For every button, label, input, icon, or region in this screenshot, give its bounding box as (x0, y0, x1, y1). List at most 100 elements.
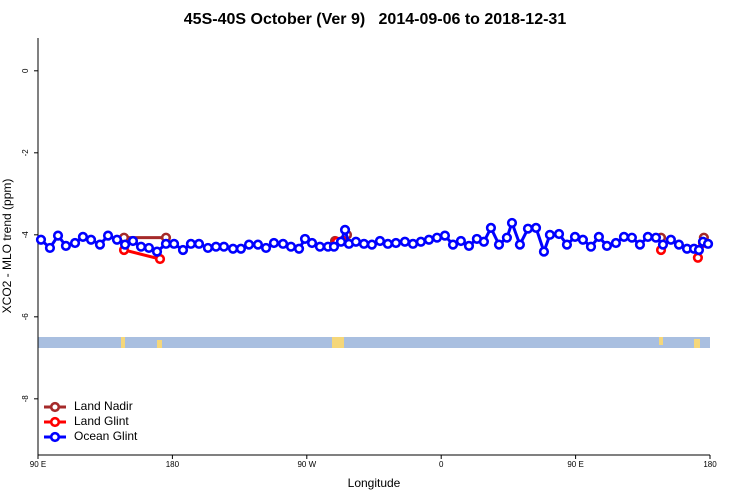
point (431, 232, 443, 243)
point (210, 241, 222, 252)
point (478, 236, 490, 247)
legend-marker (49, 416, 61, 428)
map-strip (38, 337, 710, 348)
point (390, 237, 402, 249)
point (374, 235, 386, 247)
point (94, 239, 106, 250)
x-tick-label: 90 E (30, 460, 46, 469)
point (277, 238, 289, 249)
point (350, 236, 362, 247)
point (35, 234, 47, 245)
point (538, 246, 550, 257)
x-tick-label: 0 (439, 460, 444, 469)
point (185, 238, 197, 249)
point (634, 239, 646, 250)
point (692, 252, 704, 263)
x-tick-label: 90 W (297, 460, 316, 469)
point (702, 238, 714, 249)
point (252, 239, 264, 250)
point (85, 234, 97, 245)
point (463, 240, 475, 251)
chart-title: 45S-40S October (Ver 9) 2014-09-06 to 20… (184, 11, 567, 28)
point (506, 217, 518, 229)
point (407, 238, 419, 249)
point (143, 242, 155, 254)
point (44, 242, 56, 254)
point (447, 239, 459, 250)
legend-label: Land Glint (74, 414, 129, 428)
point (135, 241, 147, 252)
point (493, 239, 505, 250)
y-tick-label: -2 (21, 149, 30, 157)
legend-label: Land Nadir (74, 399, 133, 413)
point (561, 239, 573, 250)
point (665, 234, 676, 245)
point (577, 234, 589, 245)
point (151, 246, 163, 257)
point (626, 232, 637, 243)
point (618, 231, 630, 242)
y-tick-label: -4 (21, 231, 30, 239)
y-tick-label: -8 (21, 395, 30, 403)
point (693, 244, 705, 256)
point (455, 235, 467, 247)
point (601, 240, 613, 251)
point (610, 237, 622, 249)
point (60, 240, 72, 251)
point (650, 232, 662, 243)
x-tick-label: 180 (166, 460, 180, 469)
point (642, 231, 653, 242)
point (382, 238, 393, 249)
point (514, 239, 525, 250)
point (593, 231, 604, 242)
point (119, 239, 131, 250)
point (285, 241, 297, 252)
y-axis-label: XCO2 - MLO trend (ppm) (0, 179, 14, 314)
point (227, 243, 239, 254)
point (501, 232, 513, 243)
point (260, 242, 272, 254)
x-tick-label: 180 (703, 460, 717, 469)
legend-marker (49, 401, 61, 413)
y-tick-label: -6 (21, 313, 30, 321)
point (168, 238, 180, 249)
point (202, 242, 214, 254)
point (293, 243, 305, 254)
point (111, 234, 123, 245)
point (423, 234, 435, 245)
point (268, 237, 280, 249)
point (673, 239, 685, 250)
y-tick-label: 0 (21, 68, 30, 73)
point (339, 224, 351, 235)
point (485, 222, 497, 233)
point (415, 236, 426, 247)
point (77, 231, 89, 242)
point (160, 238, 172, 249)
legend-label: Ocean Glint (74, 429, 138, 443)
point (657, 239, 669, 250)
point (335, 236, 347, 247)
point (193, 238, 205, 249)
point (439, 230, 451, 241)
point (522, 223, 534, 234)
point (306, 237, 318, 249)
point (177, 244, 189, 256)
point (218, 241, 230, 252)
point (544, 229, 556, 240)
point (399, 236, 411, 247)
point (299, 233, 311, 245)
point (314, 241, 326, 252)
point (569, 231, 581, 242)
point (235, 243, 247, 254)
x-tick-label: 90 E (567, 460, 583, 469)
point (328, 241, 340, 252)
point (127, 235, 139, 247)
point (358, 238, 370, 249)
point (530, 222, 542, 233)
point (553, 228, 565, 240)
x-axis-label: Longitude (348, 476, 401, 490)
point (69, 237, 81, 249)
point (52, 230, 64, 241)
legend-marker (49, 431, 61, 443)
